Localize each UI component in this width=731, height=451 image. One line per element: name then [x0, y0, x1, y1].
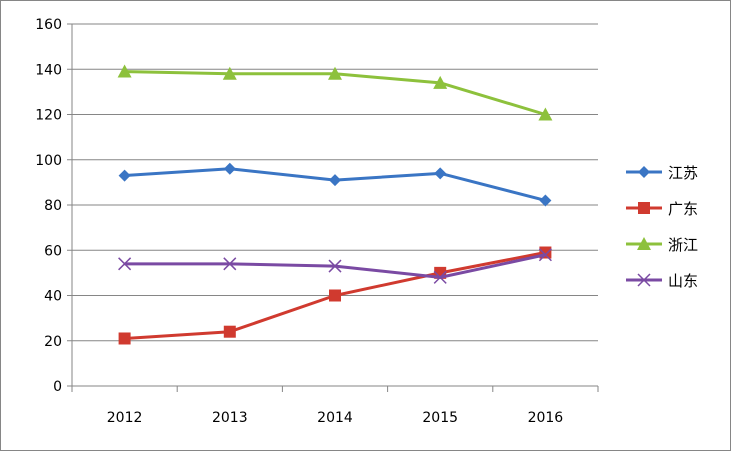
legend-item: 浙江: [626, 236, 698, 254]
legend-label: 江苏: [668, 164, 698, 182]
y-tick-label: 140: [35, 62, 62, 78]
y-tick-label: 160: [35, 17, 62, 33]
x-tick-label: 2016: [528, 410, 564, 426]
legend-marker: [638, 166, 650, 178]
data-point: [223, 325, 236, 338]
data-point: [329, 289, 341, 302]
data-point: [329, 174, 341, 187]
y-tick-label: 100: [35, 153, 62, 169]
data-point: [538, 107, 553, 121]
data-point: [433, 270, 447, 284]
legend-item: 江苏: [626, 164, 698, 182]
x-tick-label: 2014: [317, 410, 353, 426]
legend-marker: [637, 237, 651, 250]
y-tick-label: 20: [44, 334, 62, 350]
series-3: [118, 248, 552, 284]
data-point: [328, 66, 342, 80]
data-point: [539, 194, 552, 207]
y-tick-label: 80: [44, 198, 62, 214]
data-point: [118, 257, 132, 271]
data-point: [433, 75, 448, 89]
legend-label: 广东: [668, 200, 698, 218]
data-point: [328, 259, 342, 273]
legend-item: 广东: [626, 200, 698, 218]
data-point: [434, 167, 447, 180]
series-0: [118, 162, 552, 207]
x-tick-label: 2012: [107, 410, 143, 426]
data-point: [223, 257, 237, 271]
legend-label: 山东: [668, 272, 698, 290]
y-tick-label: 120: [35, 108, 62, 124]
legend-marker: [638, 202, 650, 214]
series-1: [118, 246, 552, 345]
gridlines: [72, 23, 598, 342]
data-point: [538, 248, 552, 262]
series-group: [117, 64, 553, 345]
y-tick-label: 40: [44, 289, 62, 305]
data-point: [223, 162, 236, 175]
series-2: [117, 64, 553, 121]
data-point: [222, 66, 237, 80]
x-tick-label: 2013: [212, 410, 248, 426]
x-tick-label: 2015: [422, 410, 458, 426]
legend-label: 浙江: [668, 236, 698, 254]
y-tick-label: 60: [44, 243, 62, 259]
y-tick-label: 0: [53, 379, 62, 395]
data-point: [118, 169, 131, 182]
legend-item: 山东: [626, 272, 698, 290]
data-point: [117, 64, 132, 78]
axes: 0 20 40 60 80 100 120 140 160 2012 2013 2014 2015 201…: [35, 17, 599, 426]
legend-marker: [637, 273, 651, 287]
data-point: [118, 332, 131, 345]
